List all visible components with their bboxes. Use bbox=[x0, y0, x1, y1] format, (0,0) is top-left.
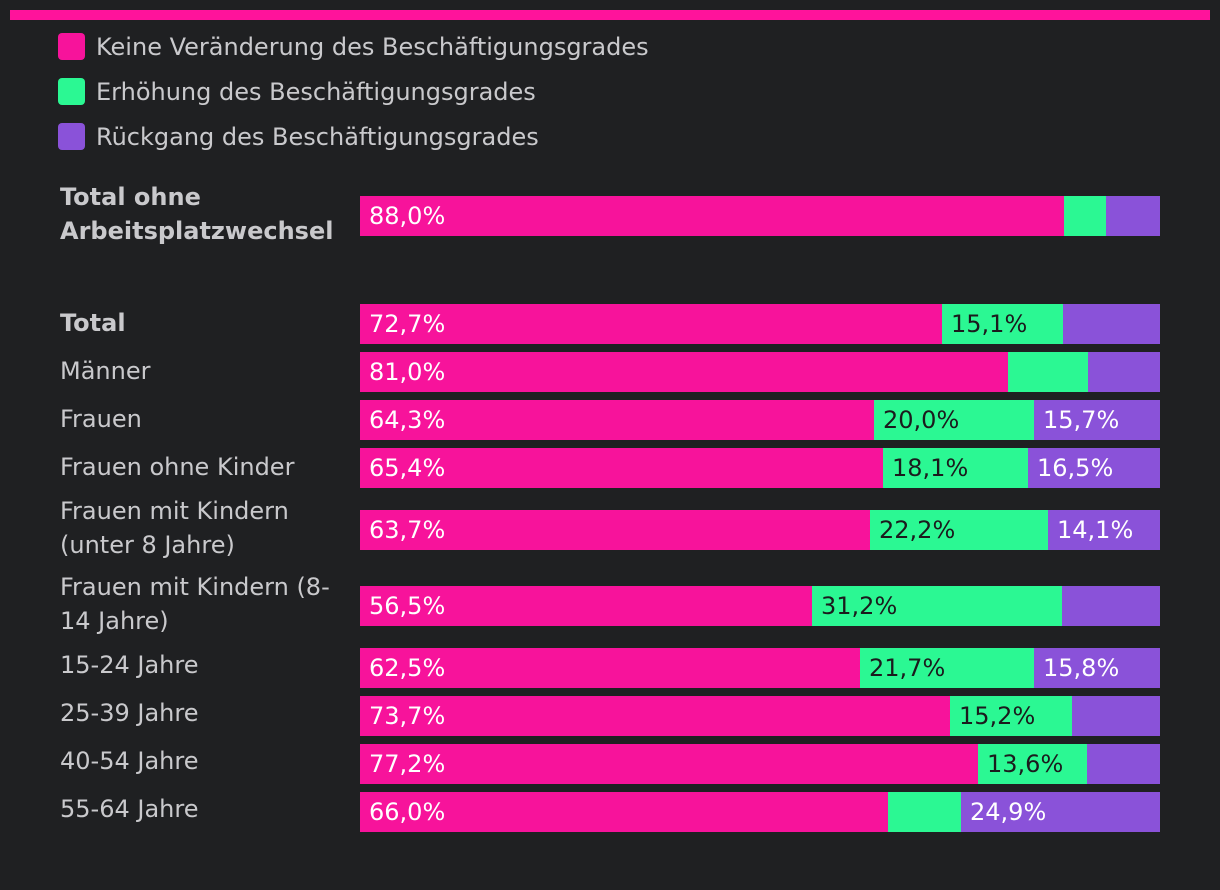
bar-segment-rueckgang bbox=[1062, 586, 1160, 626]
bar-segment-erhoehung bbox=[1008, 352, 1088, 392]
bar-segment-erhoehung: 22,2% bbox=[870, 510, 1048, 550]
data-label: 18,1% bbox=[892, 454, 969, 482]
bar-segment-erhoehung: 15,1% bbox=[942, 304, 1063, 344]
data-label: 15,2% bbox=[959, 702, 1036, 730]
row-label: Männer bbox=[60, 357, 151, 385]
data-label: 63,7% bbox=[369, 516, 446, 544]
data-label: 73,7% bbox=[369, 702, 446, 730]
data-label: 88,0% bbox=[369, 202, 446, 230]
bar-row: 73,7% 15,2% bbox=[360, 696, 1160, 736]
bar-segment-erhoehung: 21,7% bbox=[860, 648, 1034, 688]
data-label: 14,1% bbox=[1057, 516, 1134, 544]
bar-segment-rueckgang: 15,7% bbox=[1034, 400, 1160, 440]
data-label: 15,8% bbox=[1043, 654, 1120, 682]
bar-row: 65,4% 18,1% 16,5% bbox=[360, 448, 1160, 488]
bar-segment-erhoehung: 15,2% bbox=[950, 696, 1072, 736]
bar-segment-erhoehung: 20,0% bbox=[874, 400, 1034, 440]
bar-segment-keine: 88,0% bbox=[360, 196, 1064, 236]
bar-segment-keine: 77,2% bbox=[360, 744, 978, 784]
bar-segment-keine: 62,5% bbox=[360, 648, 860, 688]
bar-segment-erhoehung: 18,1% bbox=[883, 448, 1028, 488]
bar-row: 72,7% 15,1% bbox=[360, 304, 1160, 344]
data-label: 15,1% bbox=[951, 310, 1028, 338]
bar-segment-rueckgang bbox=[1063, 304, 1160, 344]
bar-segment-keine: 66,0% bbox=[360, 792, 888, 832]
data-label: 62,5% bbox=[369, 654, 446, 682]
data-label: 56,5% bbox=[369, 592, 446, 620]
legend-item-erhoehung: Erhöhung des Beschäftigungsgrades bbox=[58, 69, 649, 114]
legend-label: Erhöhung des Beschäftigungsgrades bbox=[96, 77, 536, 106]
data-label: 31,2% bbox=[821, 592, 898, 620]
bar-segment-keine: 65,4% bbox=[360, 448, 883, 488]
row-label: Frauen ohne Kinder bbox=[60, 453, 295, 481]
legend: Keine Veränderung des Beschäftigungsgrad… bbox=[58, 24, 649, 159]
data-label: 16,5% bbox=[1037, 454, 1114, 482]
data-label: 65,4% bbox=[369, 454, 446, 482]
bar-row: 56,5% 31,2% bbox=[360, 586, 1160, 626]
row-label: 55-64 Jahre bbox=[60, 795, 199, 823]
data-label: 72,7% bbox=[369, 310, 446, 338]
bar-segment-keine: 73,7% bbox=[360, 696, 950, 736]
bar-segment-keine: 81,0% bbox=[360, 352, 1008, 392]
row-label: 15-24 Jahre bbox=[60, 651, 199, 679]
data-label: 66,0% bbox=[369, 798, 446, 826]
bar-row: 62,5% 21,7% 15,8% bbox=[360, 648, 1160, 688]
bar-segment-keine: 72,7% bbox=[360, 304, 942, 344]
bar-segment-rueckgang: 15,8% bbox=[1034, 648, 1160, 688]
bar-row: 64,3% 20,0% 15,7% bbox=[360, 400, 1160, 440]
data-label: 20,0% bbox=[883, 406, 960, 434]
bar-segment-rueckgang: 24,9% bbox=[961, 792, 1160, 832]
row-label: Total bbox=[60, 309, 126, 337]
legend-item-rueckgang: Rückgang des Beschäftigungsgrades bbox=[58, 114, 649, 159]
bar-row: 81,0% bbox=[360, 352, 1160, 392]
data-label: 81,0% bbox=[369, 358, 446, 386]
accent-bar bbox=[10, 10, 1210, 20]
bar-row: 77,2% 13,6% bbox=[360, 744, 1160, 784]
legend-label: Keine Veränderung des Beschäftigungsgrad… bbox=[96, 32, 649, 61]
row-label: Frauen bbox=[60, 405, 142, 433]
data-label: 77,2% bbox=[369, 750, 446, 778]
legend-swatch-keine bbox=[58, 33, 85, 60]
legend-swatch-erhoehung bbox=[58, 78, 85, 105]
legend-swatch-rueckgang bbox=[58, 123, 85, 150]
bar-segment-rueckgang: 14,1% bbox=[1048, 510, 1160, 550]
row-label: 25-39 Jahre bbox=[60, 699, 199, 727]
legend-item-keine: Keine Veränderung des Beschäftigungsgrad… bbox=[58, 24, 649, 69]
bar-segment-erhoehung bbox=[888, 792, 961, 832]
row-label: Frauen mit Kindern (8-14 Jahre) bbox=[60, 573, 330, 635]
data-label: 21,7% bbox=[869, 654, 946, 682]
bar-segment-keine: 63,7% bbox=[360, 510, 870, 550]
bar-segment-rueckgang bbox=[1072, 696, 1160, 736]
legend-label: Rückgang des Beschäftigungsgrades bbox=[96, 122, 539, 151]
row-label: 40-54 Jahre bbox=[60, 747, 199, 775]
bar-segment-rueckgang bbox=[1087, 744, 1160, 784]
bar-segment-rueckgang bbox=[1106, 196, 1160, 236]
bar-segment-rueckgang: 16,5% bbox=[1028, 448, 1160, 488]
bar-segment-keine: 56,5% bbox=[360, 586, 812, 626]
row-label: Frauen mit Kindern (unter 8 Jahre) bbox=[60, 497, 289, 559]
bar-segment-erhoehung bbox=[1064, 196, 1106, 236]
bar-segment-erhoehung: 13,6% bbox=[978, 744, 1087, 784]
data-label: 64,3% bbox=[369, 406, 446, 434]
data-label: 22,2% bbox=[879, 516, 956, 544]
bar-segment-rueckgang bbox=[1088, 352, 1160, 392]
data-label: 24,9% bbox=[970, 798, 1047, 826]
bar-row: 66,0% 24,9% bbox=[360, 792, 1160, 832]
row-label: Total ohne Arbeitsplatzwechsel bbox=[60, 183, 334, 245]
bar-segment-erhoehung: 31,2% bbox=[812, 586, 1062, 626]
bar-row: 88,0% bbox=[360, 196, 1160, 236]
data-label: 13,6% bbox=[987, 750, 1064, 778]
bar-row: 63,7% 22,2% 14,1% bbox=[360, 510, 1160, 550]
bar-segment-keine: 64,3% bbox=[360, 400, 874, 440]
data-label: 15,7% bbox=[1043, 406, 1120, 434]
